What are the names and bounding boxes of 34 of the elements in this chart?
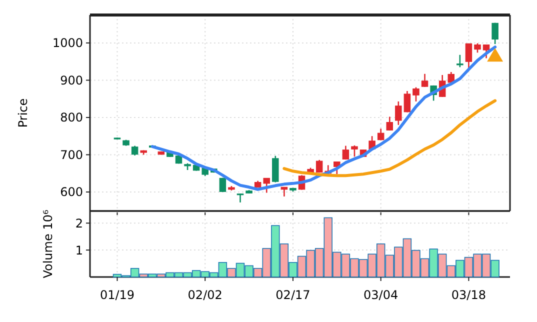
- y-tick-label: 600: [60, 185, 83, 200]
- y-tick-label: 800: [60, 110, 83, 125]
- candlestick: [492, 22, 498, 45]
- y-tick-label: 900: [60, 73, 83, 88]
- line-series: [282, 99, 497, 178]
- candlestick: [404, 90, 411, 113]
- candlestick: [474, 42, 481, 54]
- y-axis-title: Volume 10⁶: [41, 210, 55, 278]
- candlestick: [316, 159, 323, 174]
- y-axis-title: Price: [16, 98, 30, 128]
- y-tick-label: 1: [75, 243, 83, 258]
- candlestick: [351, 144, 358, 158]
- candlestick: [386, 116, 393, 132]
- candlestick: [342, 145, 350, 160]
- x-tick-label: 02/17: [276, 288, 310, 302]
- candlestick: [482, 44, 490, 59]
- candlestick: [263, 178, 270, 194]
- y-tick-label: 700: [60, 148, 83, 162]
- y-tick-label: 1000: [52, 36, 83, 50]
- candlestick: [412, 86, 420, 102]
- candlestick: [456, 54, 464, 68]
- candlestick: [272, 155, 279, 183]
- x-tick-label: 03/18: [451, 288, 486, 302]
- x-tick-label: 01/19: [100, 288, 135, 302]
- x-tick-label: 03/04: [364, 288, 398, 302]
- candlestick: [334, 161, 340, 175]
- candlestick: [395, 100, 402, 126]
- candlestick: [131, 145, 138, 156]
- candlestick: [236, 192, 244, 204]
- candlestick: [219, 177, 226, 193]
- y-tick-label: 2: [75, 216, 83, 230]
- candlestick: [465, 43, 472, 70]
- candlestick: [421, 73, 428, 88]
- x-tick-label: 02/02: [188, 288, 222, 302]
